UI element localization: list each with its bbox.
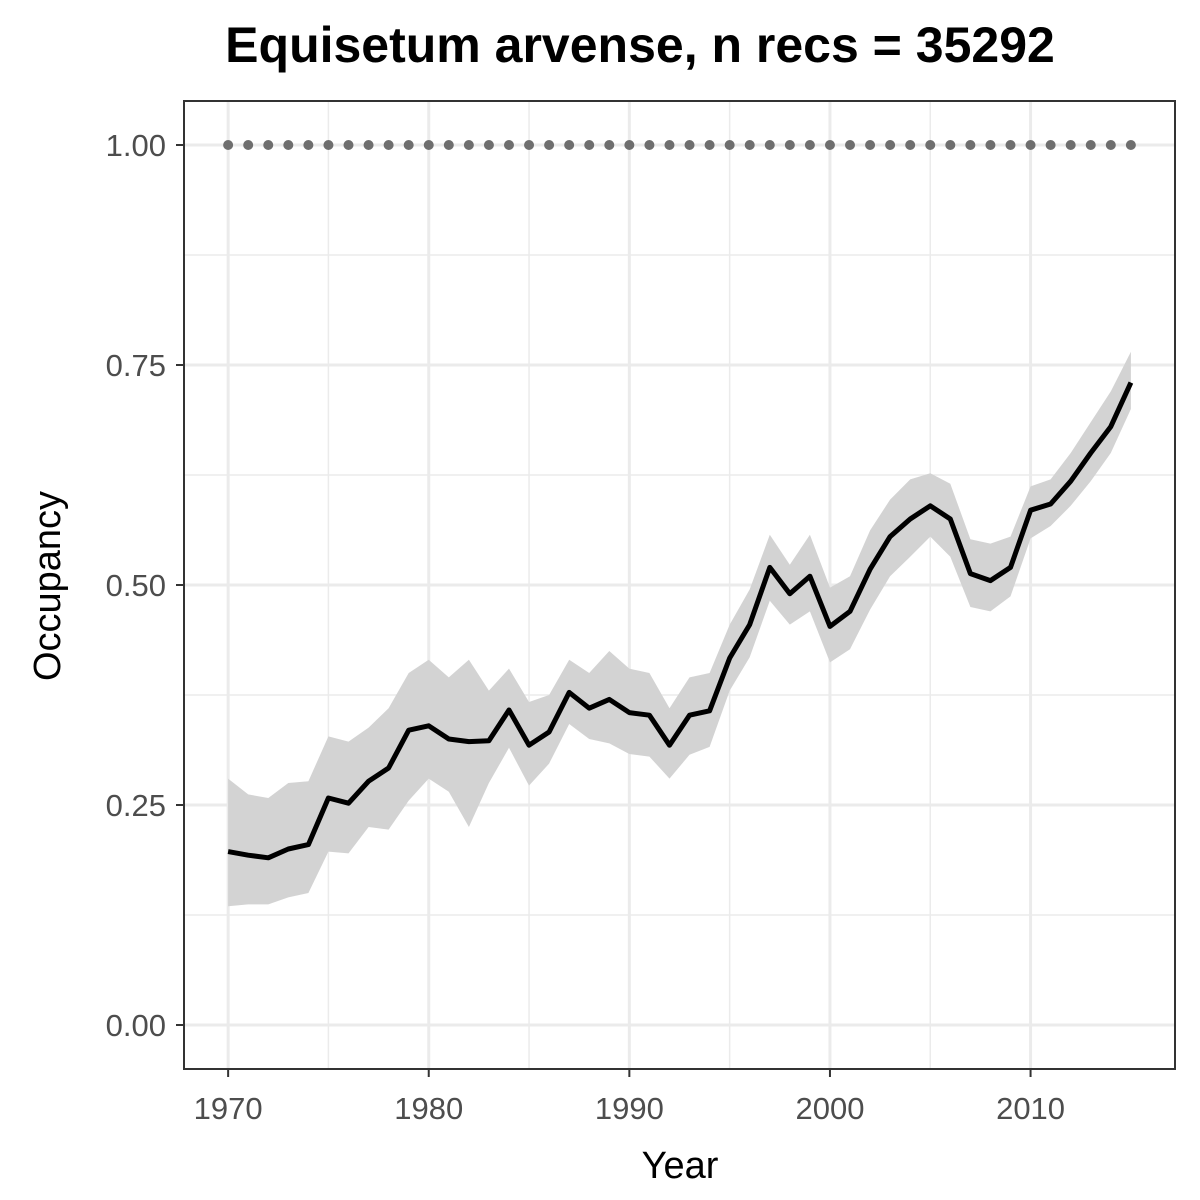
reference-dot: [584, 140, 595, 150]
reference-dot: [223, 140, 234, 150]
reference-dot: [383, 140, 394, 150]
confidence-ribbon-layer: [228, 351, 1131, 907]
reference-dot: [704, 140, 715, 150]
x-tick-label: 1990: [595, 1091, 664, 1126]
x-tick-label: 1980: [394, 1091, 463, 1126]
reference-dot: [865, 140, 876, 150]
reference-dot: [784, 140, 795, 150]
y-tick-label: 0.50: [106, 568, 166, 603]
reference-dots-layer: [223, 140, 1136, 150]
reference-dot: [965, 140, 976, 150]
reference-dot: [985, 140, 996, 150]
x-tick-label: 1970: [194, 1091, 263, 1126]
y-tick-label: 0.75: [106, 348, 166, 383]
y-tick-label: 0.25: [106, 788, 166, 823]
reference-dot: [1025, 140, 1036, 150]
x-axis: 1970 1980 1990 2000 2010: [194, 1069, 1065, 1126]
major-gridlines: [184, 101, 1175, 1069]
reference-dot: [724, 140, 735, 150]
reference-dot: [764, 140, 775, 150]
reference-dot: [604, 140, 615, 150]
reference-dot: [423, 140, 434, 150]
x-tick-label: 2000: [795, 1091, 864, 1126]
reference-dot: [1085, 140, 1096, 150]
reference-dot: [463, 140, 474, 150]
reference-dot: [403, 140, 414, 150]
y-tick-label: 1.00: [106, 128, 166, 163]
reference-dot: [824, 140, 835, 150]
reference-dot: [1065, 140, 1076, 150]
y-tick-label: 0.00: [106, 1008, 166, 1043]
reference-dot: [443, 140, 454, 150]
x-axis-title: Year: [642, 1145, 719, 1187]
reference-dot: [684, 140, 695, 150]
reference-dot: [624, 140, 635, 150]
reference-dot: [243, 140, 254, 150]
reference-dot: [644, 140, 655, 150]
reference-dot: [283, 140, 294, 150]
reference-dot: [905, 140, 916, 150]
reference-dot: [744, 140, 755, 150]
reference-dot: [544, 140, 555, 150]
reference-dot: [885, 140, 896, 150]
x-tick-label: 2010: [996, 1091, 1065, 1126]
reference-dot: [303, 140, 314, 150]
reference-dot: [263, 140, 274, 150]
reference-dot: [1105, 140, 1116, 150]
reference-dot: [664, 140, 675, 150]
reference-dot: [524, 140, 535, 150]
reference-dot: [323, 140, 334, 150]
reference-dot: [363, 140, 374, 150]
confidence-ribbon: [228, 351, 1131, 907]
reference-dot: [343, 140, 354, 150]
reference-dot: [564, 140, 575, 150]
y-axis: 0.00 0.25 0.50 0.75 1.00: [106, 128, 184, 1043]
chart-title: Equisetum arvense, n recs = 35292: [225, 17, 1055, 73]
reference-dot: [925, 140, 936, 150]
reference-dot: [1045, 140, 1056, 150]
y-axis-title: Occupancy: [27, 491, 69, 681]
reference-dot: [1125, 140, 1136, 150]
reference-dot: [483, 140, 494, 150]
reference-dot: [945, 140, 956, 150]
reference-dot: [804, 140, 815, 150]
occupancy-line-layer: [227, 381, 1134, 861]
reference-dot: [1005, 140, 1016, 150]
reference-dot: [845, 140, 856, 150]
reference-dot: [503, 140, 514, 150]
occupancy-line: [227, 381, 1134, 861]
